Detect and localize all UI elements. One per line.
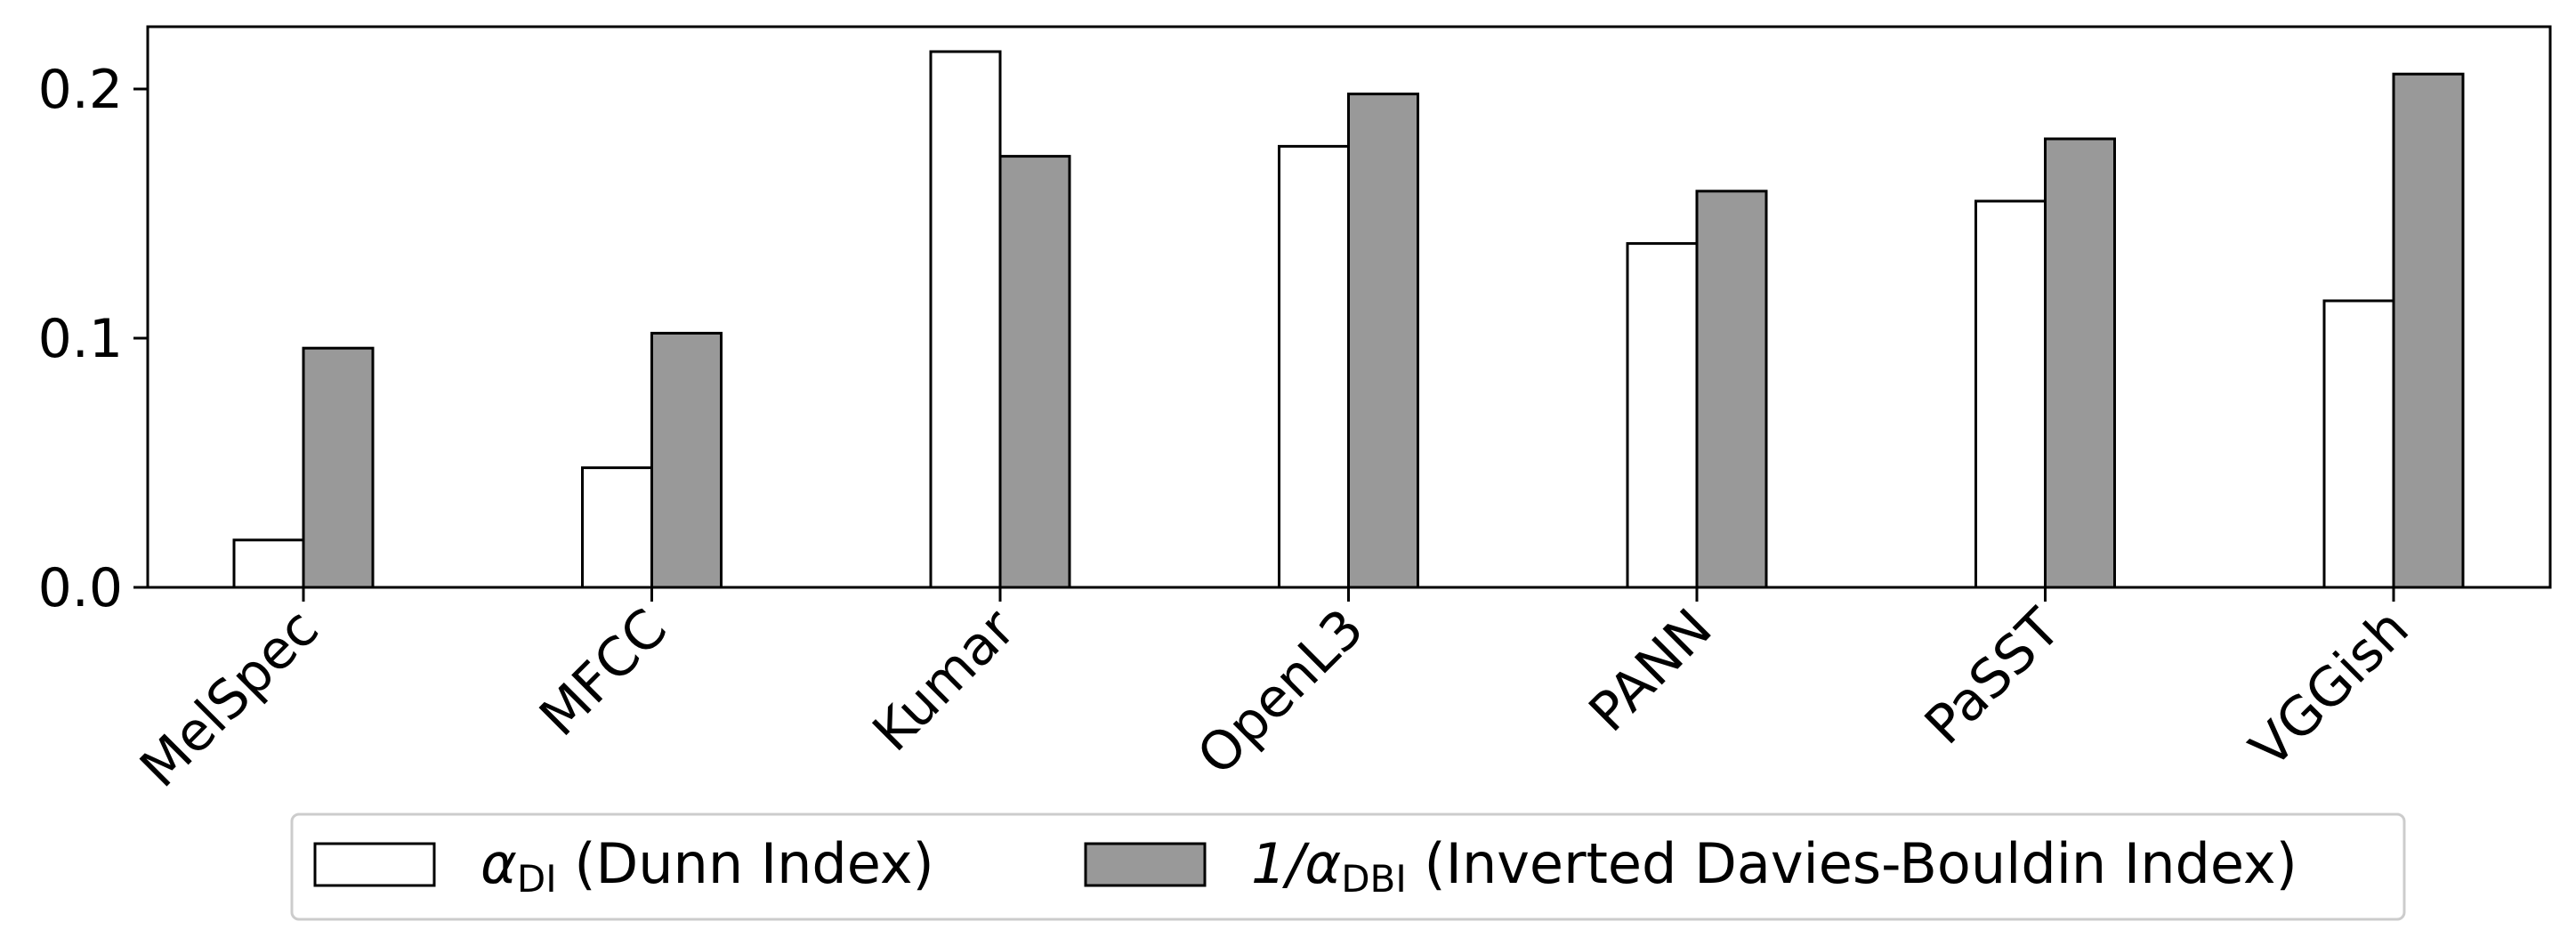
- legend-text-dbi: (Inverted Davies-Bouldin Index): [1407, 831, 2297, 896]
- legend-label-dbi: 1/αDBI (Inverted Davies-Bouldin Index): [1251, 831, 2297, 901]
- bar-dunn-pann: [1626, 242, 1699, 589]
- x-tick-label-passt: PaSST: [1913, 597, 2072, 756]
- bar-dbi-pann: [1695, 190, 1768, 589]
- x-tick-label-pann: PANN: [1578, 597, 1724, 744]
- bar-dbi-vggish: [2392, 72, 2465, 589]
- legend-subscript-dbi: DBI: [1341, 857, 1407, 901]
- legend-swatch-dunn: [313, 842, 436, 887]
- x-tick-label-kumar: Kumar: [861, 597, 1028, 764]
- legend-symbol-dbi: 1/α: [1251, 831, 1341, 896]
- bar-dunn-kumar: [929, 50, 1002, 589]
- y-axis: 0.0 0.1 0.2: [38, 59, 148, 619]
- legend: αDI (Dunn Index) 1/αDBI (Inverted Davies…: [290, 813, 2406, 921]
- bar-dbi-melspec: [302, 346, 375, 589]
- bar-dbi-mfcc: [650, 331, 723, 589]
- x-tick-label-openl3: OpenL3: [1186, 597, 1376, 787]
- bar-dbi-openl3: [1347, 93, 1419, 589]
- legend-swatch-dbi: [1084, 842, 1207, 887]
- y-tick-label: 0.1: [38, 308, 123, 370]
- x-tick-label-vggish: VGGish: [2239, 597, 2421, 780]
- x-tick-label-mfcc: MFCC: [528, 597, 679, 748]
- x-axis: MelSpec MFCC Kumar OpenL3 PANN PaSST VGGish: [128, 587, 2421, 799]
- bar-dunn-mfcc: [581, 466, 653, 589]
- bar-dunn-passt: [1974, 199, 2047, 589]
- bars: [232, 50, 2465, 589]
- legend-label-dunn: αDI (Dunn Index): [480, 831, 934, 901]
- legend-box: [290, 813, 2406, 921]
- bar-dunn-openl3: [1278, 144, 1350, 589]
- bar-dbi-kumar: [998, 155, 1071, 589]
- bar-dbi-passt: [2044, 137, 2116, 589]
- legend-text-dunn: (Dunn Index): [557, 831, 934, 896]
- y-tick-label: 0.2: [38, 59, 123, 121]
- x-tick-label-melspec: MelSpec: [128, 597, 330, 799]
- bar-dunn-vggish: [2322, 299, 2395, 589]
- y-tick-label: 0.0: [38, 557, 123, 619]
- bar-dunn-melspec: [232, 538, 305, 589]
- legend-symbol-dunn: α: [480, 831, 517, 896]
- legend-subscript-dunn: DI: [517, 857, 557, 901]
